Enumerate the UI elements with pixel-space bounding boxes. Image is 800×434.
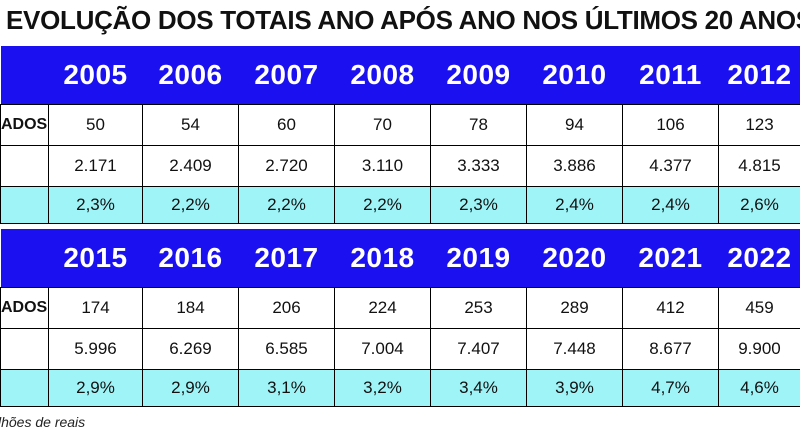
row-label [0,145,49,187]
year-header-row: 2015 2016 2017 2018 2019 2020 2021 2022 [0,229,800,288]
table-cell: 2,6% [718,186,800,224]
table-cell: 4,6% [718,369,800,407]
year-header: 2006 [142,46,239,105]
table-cell: 78 [430,104,527,146]
year-header: 2019 [430,229,527,288]
year-header: 2010 [526,46,623,105]
footnote: lhões de reais [0,414,85,430]
year-header: 2005 [48,46,143,105]
table-cell: 184 [142,287,239,329]
year-header: 2011 [622,46,719,105]
table-cell: 2.720 [238,145,335,187]
chart-title: EVOLUÇÃO DOS TOTAIS ANO APÓS ANO NOS ÚLT… [0,0,800,46]
table-cell: 3,9% [526,369,623,407]
table-cell: 2,2% [238,186,335,224]
table-cell: 7.004 [334,328,431,370]
row-label [0,328,49,370]
table-cell: 9.900 [718,328,800,370]
table-cell: 123 [718,104,800,146]
table-cell: 174 [48,287,143,329]
table-cell: 289 [526,287,623,329]
year-header: 2022 [718,229,800,288]
footnote-text: lhões de reais [0,414,86,430]
row-label: ADOS [0,287,49,329]
year-header: 2020 [526,229,623,288]
table-cell: 54 [142,104,239,146]
table-cell: 106 [622,104,719,146]
table-cell: 3,1% [238,369,335,407]
header-corner [0,229,49,288]
table-cell: 2,3% [430,186,527,224]
table-cell: 3.110 [334,145,431,187]
row-label: ADOS [0,104,49,146]
year-header: 2021 [622,229,719,288]
table-cell: 4.377 [622,145,719,187]
table-cell: 459 [718,287,800,329]
data-table-2015-2022: 2015 2016 2017 2018 2019 2020 2021 2022 … [0,229,800,407]
table-cell: 7.407 [430,328,527,370]
table-cell: 4.815 [718,145,800,187]
table-cell: 7.448 [526,328,623,370]
table-cell: 2,2% [334,186,431,224]
table-cell: 3.886 [526,145,623,187]
table-cell: 50 [48,104,143,146]
table-cell: 206 [238,287,335,329]
year-header: 2018 [334,229,431,288]
table-cell: 60 [238,104,335,146]
table-row: 5.996 6.269 6.585 7.004 7.407 7.448 8.67… [0,328,800,370]
table-cell: 3,2% [334,369,431,407]
year-header: 2008 [334,46,431,105]
table-cell: 5.996 [48,328,143,370]
year-header: 2015 [48,229,143,288]
table-row: 2.171 2.409 2.720 3.110 3.333 3.886 4.37… [0,145,800,187]
table-cell: 2,3% [48,186,143,224]
table-cell: 224 [334,287,431,329]
year-header-row: 2005 2006 2007 2008 2009 2010 2011 2012 [0,46,800,105]
year-header: 2009 [430,46,527,105]
table-cell: 2,2% [142,186,239,224]
year-header: 2017 [238,229,335,288]
table-cell: 412 [622,287,719,329]
year-header: 2012 [718,46,800,105]
table-row: ADOS 50 54 60 70 78 94 106 123 [0,104,800,146]
table-cell: 3,4% [430,369,527,407]
header-corner [0,46,49,105]
table-cell: 2.171 [48,145,143,187]
year-header: 2016 [142,229,239,288]
year-header: 2007 [238,46,335,105]
table-cell: 2,4% [622,186,719,224]
table-row: ADOS 174 184 206 224 253 289 412 459 [0,287,800,329]
table-row-highlight: 2,9% 2,9% 3,1% 3,2% 3,4% 3,9% 4,7% 4,6% [0,369,800,407]
table-cell: 2.409 [142,145,239,187]
row-label [0,186,49,224]
table-cell: 253 [430,287,527,329]
table-cell: 2,9% [142,369,239,407]
chart-title-text: EVOLUÇÃO DOS TOTAIS ANO APÓS ANO NOS ÚLT… [6,5,800,35]
table-cell: 4,7% [622,369,719,407]
table-cell: 6.269 [142,328,239,370]
table-cell: 70 [334,104,431,146]
table-cell: 2,9% [48,369,143,407]
table-cell: 6.585 [238,328,335,370]
row-label [0,369,49,407]
table-cell: 2,4% [526,186,623,224]
table-cell: 94 [526,104,623,146]
data-table-2005-2012: 2005 2006 2007 2008 2009 2010 2011 2012 … [0,46,800,224]
table-cell: 8.677 [622,328,719,370]
table-row-highlight: 2,3% 2,2% 2,2% 2,2% 2,3% 2,4% 2,4% 2,6% [0,186,800,224]
table-cell: 3.333 [430,145,527,187]
